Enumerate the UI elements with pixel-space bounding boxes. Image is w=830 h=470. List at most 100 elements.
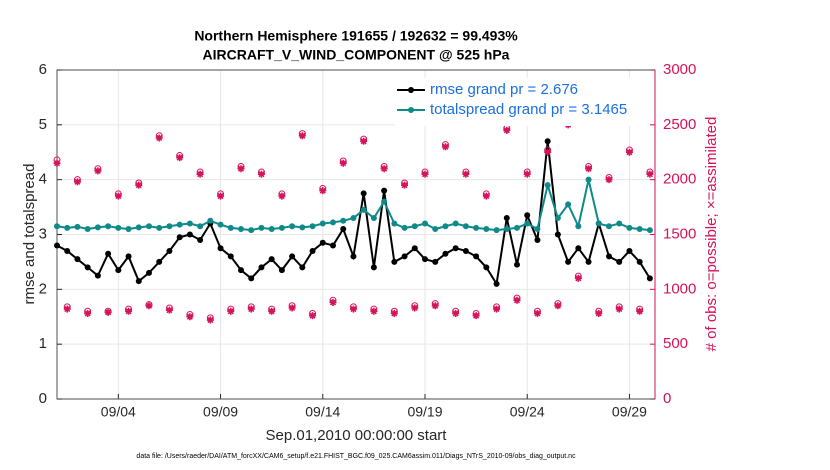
x-tick-label: 09/09 xyxy=(203,404,238,420)
point xyxy=(278,224,285,231)
point xyxy=(544,138,551,145)
obs-assimilated xyxy=(411,304,419,312)
obs-assimilated xyxy=(544,148,552,156)
obs-assimilated xyxy=(360,137,368,145)
point xyxy=(146,269,152,276)
point xyxy=(166,223,173,230)
point xyxy=(156,258,163,265)
obs-assimilated xyxy=(595,309,603,317)
obs-assimilated xyxy=(380,165,388,173)
obs-assimilated xyxy=(186,313,194,321)
point xyxy=(626,224,633,231)
point xyxy=(350,215,357,222)
point xyxy=(360,206,367,213)
point xyxy=(575,223,582,230)
point xyxy=(197,223,204,230)
point xyxy=(473,224,480,231)
point xyxy=(289,223,296,230)
point xyxy=(360,190,367,197)
point xyxy=(54,242,60,249)
x-tick-label: 09/04 xyxy=(101,404,136,420)
point xyxy=(493,280,500,287)
obs-assimilated xyxy=(104,308,112,316)
point xyxy=(340,217,347,224)
point xyxy=(268,256,275,263)
point xyxy=(207,217,214,224)
point xyxy=(238,226,244,233)
point xyxy=(217,245,224,252)
point xyxy=(422,256,428,263)
point xyxy=(503,215,510,222)
point xyxy=(636,226,643,233)
point xyxy=(340,226,347,233)
obs-assimilated xyxy=(615,305,623,313)
point xyxy=(350,253,357,260)
y2-tick-label: 2500 xyxy=(663,116,696,133)
obs-assimilated xyxy=(227,307,235,315)
point xyxy=(503,226,510,233)
point xyxy=(186,231,193,238)
obs-assimilated xyxy=(513,296,521,304)
point xyxy=(176,221,183,228)
point xyxy=(248,227,255,234)
point xyxy=(330,219,336,226)
obs-assimilated xyxy=(53,159,61,167)
obs-assimilated xyxy=(217,192,225,200)
obs-assimilated xyxy=(493,305,501,313)
y-tick-label: 6 xyxy=(39,61,47,78)
y-tick-label: 5 xyxy=(39,116,47,133)
obs-assimilated xyxy=(206,316,214,324)
point xyxy=(135,224,142,231)
point xyxy=(258,224,265,231)
point xyxy=(411,223,418,230)
point xyxy=(248,275,255,282)
y2-tick-label: 500 xyxy=(663,335,688,352)
point xyxy=(115,267,122,274)
point xyxy=(258,264,265,271)
point xyxy=(227,253,234,260)
point xyxy=(186,220,193,227)
point xyxy=(238,267,244,274)
point xyxy=(94,272,101,279)
point xyxy=(401,253,408,260)
y2-tick-label: 2000 xyxy=(663,171,696,188)
obs-assimilated xyxy=(237,165,245,173)
point xyxy=(391,258,398,265)
point xyxy=(319,220,326,227)
legend-marker xyxy=(408,87,414,93)
point xyxy=(278,267,285,274)
obs-assimilated xyxy=(472,312,480,320)
legend-label: rmse grand pr = 2.676 xyxy=(430,81,578,98)
y2-tick-label: 1500 xyxy=(663,225,696,242)
point xyxy=(330,242,336,249)
point xyxy=(227,224,234,231)
point xyxy=(105,250,112,257)
obs-assimilated xyxy=(482,192,490,200)
obs-assimilated xyxy=(84,309,92,317)
obs-assimilated xyxy=(288,304,296,312)
obs-assimilated xyxy=(196,170,204,178)
point xyxy=(616,220,623,227)
obs-assimilated xyxy=(462,170,470,178)
point xyxy=(309,247,316,254)
point xyxy=(370,215,377,222)
point xyxy=(432,258,439,265)
point xyxy=(534,236,541,243)
obs-assimilated xyxy=(401,181,409,189)
point xyxy=(135,278,142,285)
point xyxy=(64,224,71,231)
x-tick-label: 09/14 xyxy=(305,404,340,420)
point xyxy=(606,223,612,230)
x-tick-label: 09/24 xyxy=(510,404,545,420)
obs-assimilated xyxy=(73,178,81,186)
point xyxy=(514,261,520,268)
x-axis-label: Sep.01,2010 00:00:00 start xyxy=(266,427,448,444)
obs-assimilated xyxy=(247,305,255,313)
obs-assimilated xyxy=(349,305,357,313)
point xyxy=(125,253,132,260)
point xyxy=(391,220,398,227)
point xyxy=(585,176,592,183)
obs-assimilated xyxy=(523,170,531,178)
obs-assimilated xyxy=(554,302,562,310)
y-tick-label: 2 xyxy=(39,280,47,297)
